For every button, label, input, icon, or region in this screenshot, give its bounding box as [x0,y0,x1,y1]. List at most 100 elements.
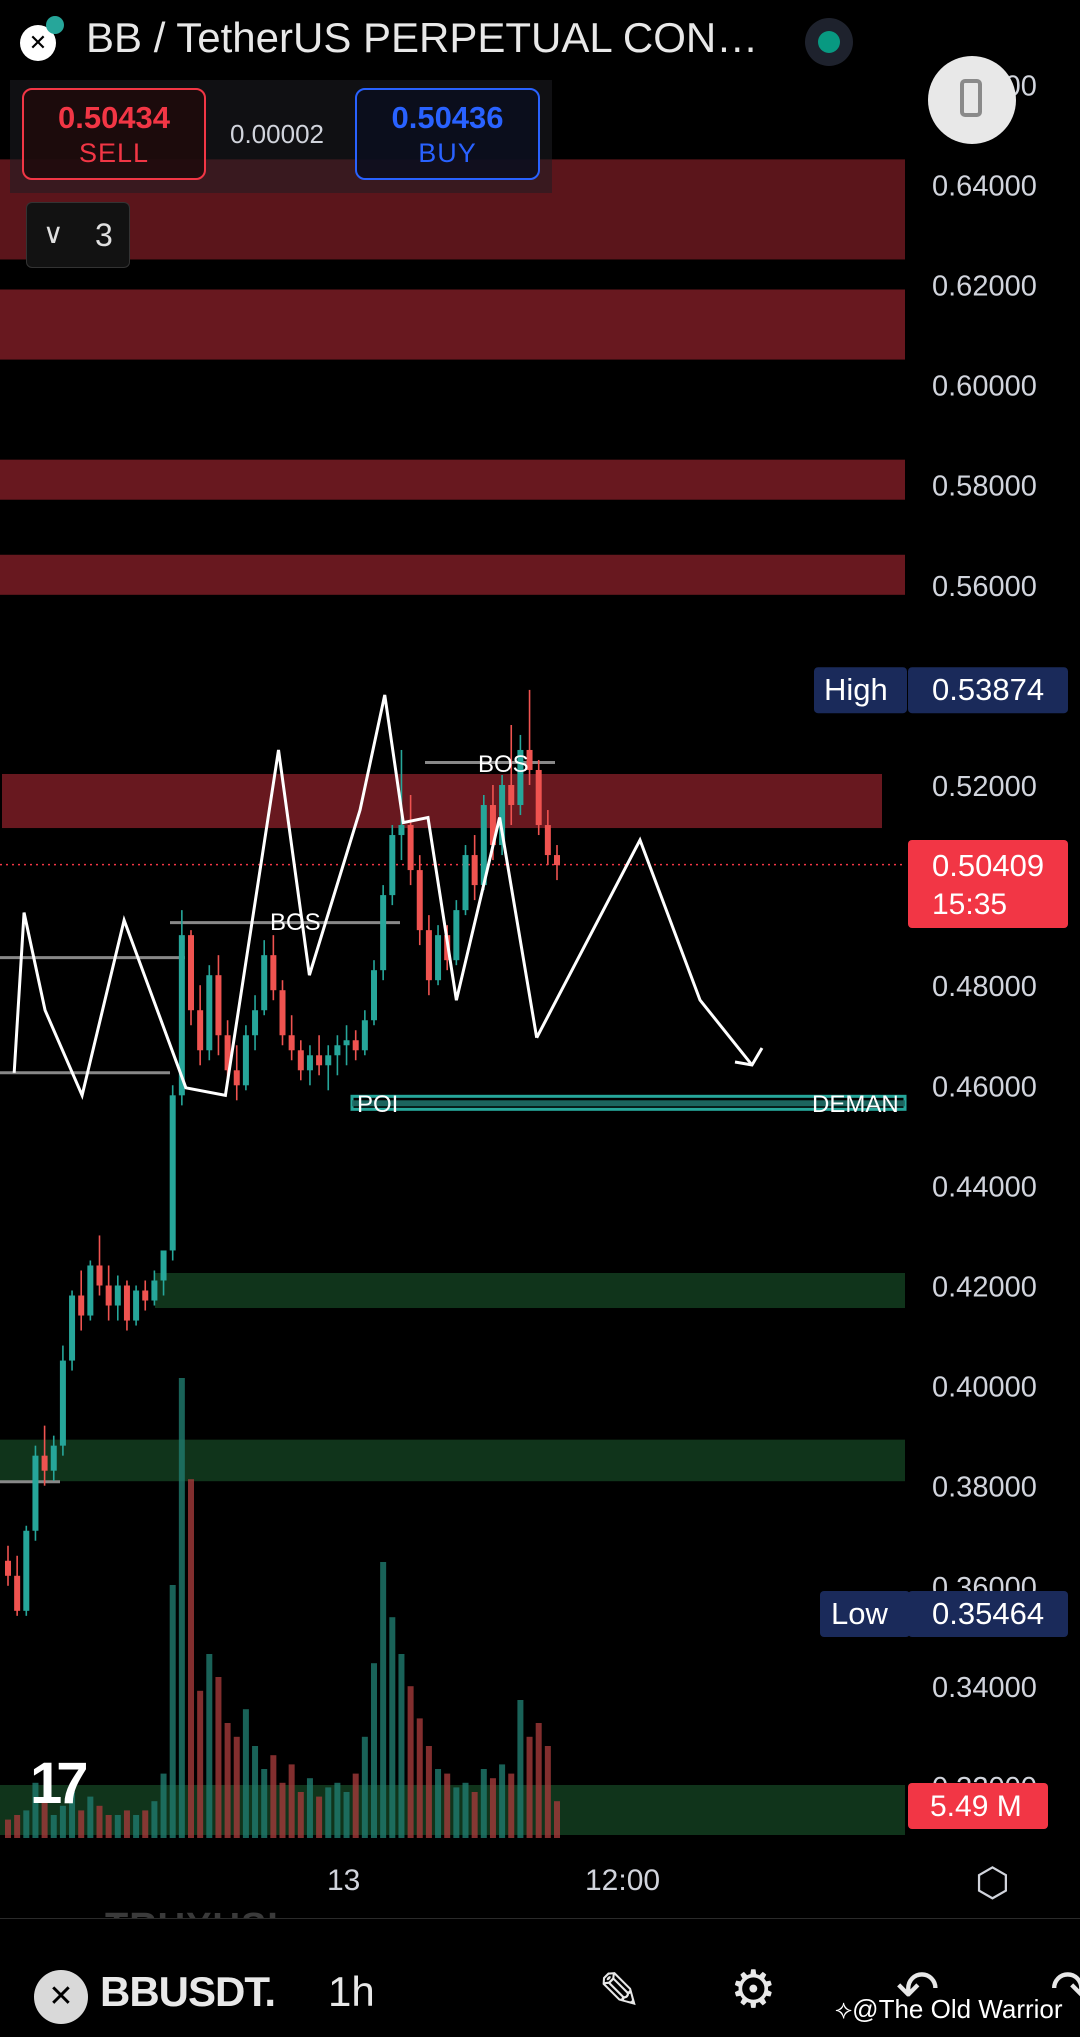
candle [41,1455,48,1471]
volume-bar [123,1810,130,1838]
timeframe-button[interactable]: 1h [328,1968,375,2015]
level-lines-layer [0,760,905,1484]
volume-bar [462,1782,469,1838]
volume-bar [178,1378,185,1838]
high-badge-label: High [824,672,888,707]
zones-layer [0,159,907,1835]
candle [489,805,496,846]
volume-bar [425,1746,432,1838]
candle [508,785,515,806]
spread-value: 0.00002 [230,119,324,149]
candle [87,1265,94,1316]
redo-icon[interactable]: ↷ [1050,1961,1080,2019]
candle [252,1010,259,1036]
candle [270,955,277,991]
candle [59,1360,66,1446]
candle [178,935,185,1096]
price-badges: High 0.53874 Low 0.35464 0.50409 15:35 5.49 M [814,667,1068,1829]
candle [435,935,442,981]
candle [206,975,213,1051]
pen-icon[interactable]: ✎ [598,1963,642,2021]
symbol-button[interactable]: BBUSDT. [100,1968,276,2015]
drawings-layer [12,694,764,1101]
bybit-x-icon: ✕ [34,1970,88,2024]
volume-bar [499,1764,506,1838]
volume-bar [508,1773,515,1838]
price-tick: 0.64000 [932,170,1037,202]
candle [14,1575,21,1611]
candle [526,749,533,770]
volume-bar [535,1723,542,1838]
watermark: ⟡@The Old Warrior [835,1994,1063,2024]
candle [499,785,506,846]
candle [480,805,487,886]
volume-bar [188,1479,194,1838]
candle [517,749,524,806]
price-tick: 0.46000 [932,1071,1037,1103]
gear-icon[interactable]: ⬡ [975,1861,1010,1905]
volume-bar [407,1686,414,1838]
tradingview-logo: 17 [30,1751,88,1816]
sliders-icon[interactable]: ⚙ [730,1961,777,2019]
volume-bar [252,1746,259,1838]
phone-icon-button[interactable] [928,56,1016,144]
candle [398,825,405,836]
annotation-deman: DEMAN [812,1091,899,1118]
price-tick: 0.38000 [932,1472,1037,1504]
volume-bar [206,1654,213,1838]
annotation-bos: BOS [270,909,321,936]
candles-layer [5,689,560,1616]
candle [535,769,542,826]
price-tick: 0.58000 [932,471,1037,503]
candle [425,930,432,981]
volume-bar [480,1769,487,1838]
price-tick: 0.40000 [932,1372,1037,1404]
candle [224,1035,231,1071]
candle [114,1285,121,1306]
indicators-toggle[interactable]: ∨ 3 [26,202,130,268]
volume-badge-bg [908,1783,1048,1829]
candle [407,825,414,871]
price-tick: 0.62000 [932,271,1037,303]
time-tick: 13 [327,1864,360,1897]
candle [544,825,551,856]
volume-bar [526,1736,533,1838]
last-price-bg [908,840,1068,928]
candle [306,1055,313,1071]
volume-bar [306,1778,313,1838]
volume-bar [398,1654,405,1838]
volume-bar [380,1562,387,1838]
volume-bar [554,1801,560,1838]
volume-bar [14,1815,21,1838]
candle [123,1285,130,1321]
candle [316,1055,323,1066]
buy-button[interactable]: 0.50436 BUY [355,88,540,180]
candle [5,1560,11,1576]
candle [416,870,423,931]
candle [471,855,478,886]
market-status-indicator[interactable] [805,18,853,66]
volume-bar [160,1773,167,1838]
high-badge-value-bg [908,667,1068,714]
candle [371,970,377,1021]
candle [343,1040,350,1046]
arrow-head-icon [734,1047,764,1067]
poi-zone-fill [352,1100,905,1107]
volume-bar [59,1805,66,1838]
volume-bar [352,1773,359,1838]
symbol-title[interactable]: BB / TetherUS PERPETUAL CON… [86,14,759,61]
undo-icon[interactable]: ↶ [896,1961,940,2019]
sell-button[interactable]: 0.50434 SELL [22,88,206,180]
low-label: Low [831,1596,888,1631]
volume-bar [151,1801,158,1838]
demand-zone [155,1272,905,1309]
volume-bar [32,1782,39,1838]
candle [453,910,460,961]
price-tick: 0.34000 [932,1672,1037,1704]
demand-zone [0,1785,905,1835]
candle [78,1295,85,1316]
candle [279,990,286,1036]
supply-zone [0,289,905,360]
volume-bar [114,1815,121,1838]
